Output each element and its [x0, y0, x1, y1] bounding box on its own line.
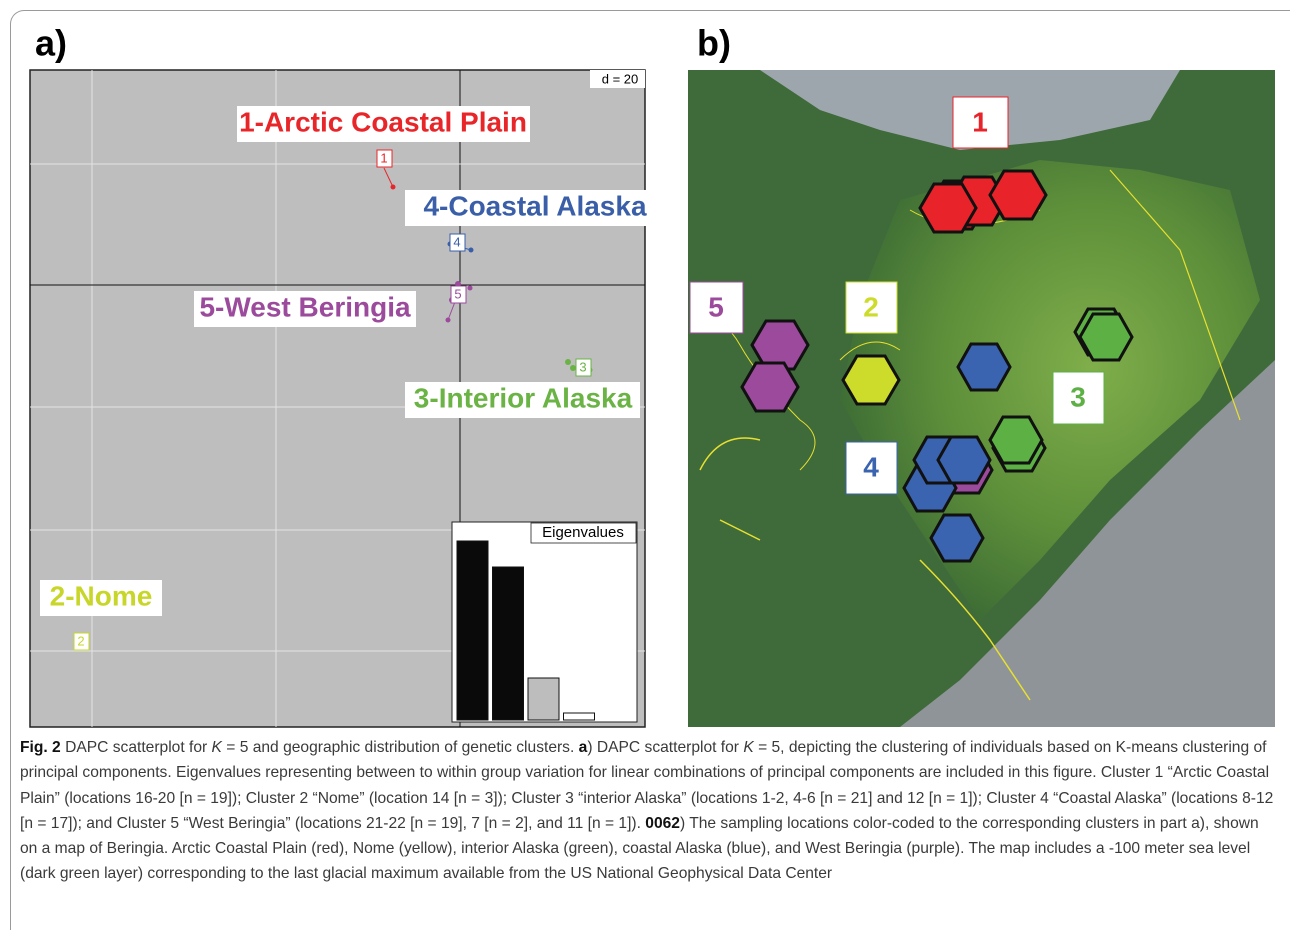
caption-italic: K: [743, 739, 753, 756]
point-label: 5: [454, 286, 461, 301]
caption-bold: 0062: [645, 815, 680, 832]
cluster-label: 2-Nome: [50, 580, 153, 611]
map-label: 5: [708, 291, 724, 322]
point-label: 3: [579, 359, 586, 374]
caption-text: ) DAPC scatterplot for: [587, 739, 743, 756]
caption: Fig. 2 DAPC scatterplot for K = 5 and ge…: [20, 735, 1275, 887]
eigen-bar: [457, 541, 488, 720]
point-label: 1: [380, 150, 387, 165]
cluster-label: 4-Coastal Alaska: [423, 190, 646, 221]
panel-label: b): [697, 23, 731, 64]
eigen-bar: [564, 713, 595, 720]
caption-text: DAPC scatterplot for: [61, 739, 212, 756]
cluster-label: 5-West Beringia: [199, 291, 411, 322]
caption-italic: K: [212, 739, 222, 756]
fig-label: Fig. 2: [20, 739, 61, 756]
cluster-label: 3-Interior Alaska: [414, 382, 633, 413]
figure: a) d = 20 1 4 5 3 2 1-Arctic Coastal Pla…: [0, 0, 1290, 735]
eigen-title: Eigenvalues: [542, 524, 624, 541]
point-label: 4: [453, 234, 460, 249]
map-label: 4: [863, 451, 879, 482]
point-label: 2: [77, 633, 84, 648]
eigen-bar: [528, 678, 559, 720]
page: a) d = 20 1 4 5 3 2 1-Arctic Coastal Pla…: [0, 0, 1290, 930]
scale-label: d = 20: [602, 71, 639, 86]
eigen-bar: [493, 567, 524, 720]
map-label: 1: [972, 106, 988, 137]
eigen-inset: Eigenvalues: [452, 522, 637, 722]
map-label: 2: [863, 291, 879, 322]
map-label: 3: [1070, 381, 1086, 412]
caption-text: = 5 and geographic distribution of genet…: [222, 739, 579, 756]
panel-label: a): [35, 23, 67, 64]
cluster-label: 1-Arctic Coastal Plain: [239, 106, 527, 137]
